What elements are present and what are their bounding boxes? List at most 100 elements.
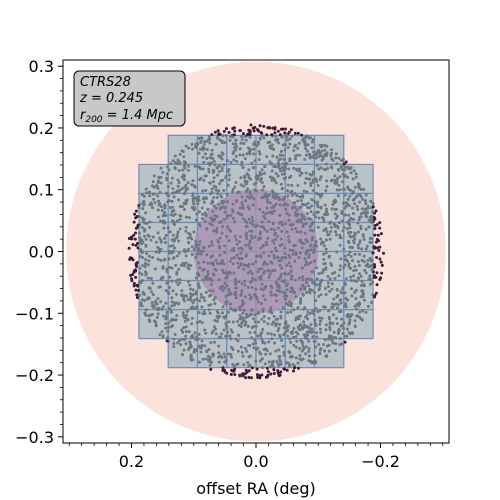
galaxy-point: [195, 297, 199, 301]
galaxy-point: [165, 178, 169, 182]
galaxy-point: [285, 189, 289, 193]
galaxy-point: [134, 226, 138, 230]
galaxy-point: [145, 221, 149, 225]
galaxy-point: [339, 257, 343, 261]
galaxy-point: [169, 319, 173, 323]
galaxy-point: [222, 188, 226, 192]
galaxy-point: [338, 243, 342, 247]
galaxy-point: [210, 152, 214, 156]
galaxy-point: [233, 292, 237, 296]
galaxy-point: [330, 335, 334, 339]
galaxy-point: [261, 288, 265, 292]
galaxy-point: [199, 176, 203, 180]
galaxy-point: [175, 233, 179, 237]
galaxy-point: [144, 262, 148, 266]
galaxy-point: [277, 259, 281, 263]
galaxy-point: [209, 293, 213, 297]
galaxy-point: [219, 332, 223, 336]
galaxy-point: [359, 274, 363, 278]
galaxy-point: [284, 272, 288, 276]
galaxy-point: [281, 169, 285, 173]
galaxy-point: [198, 319, 202, 323]
galaxy-point: [370, 300, 374, 304]
galaxy-point: [152, 197, 156, 201]
galaxy-point: [327, 309, 331, 313]
galaxy-point: [215, 226, 219, 230]
galaxy-point: [341, 229, 345, 233]
galaxy-point: [310, 140, 314, 144]
galaxy-point: [222, 200, 226, 204]
galaxy-point: [223, 355, 227, 359]
galaxy-point: [292, 201, 296, 205]
galaxy-point: [292, 308, 296, 312]
galaxy-point: [368, 256, 372, 260]
galaxy-point: [271, 154, 275, 158]
galaxy-point: [181, 176, 185, 180]
galaxy-point: [260, 220, 264, 224]
galaxy-point: [205, 156, 209, 160]
galaxy-point: [327, 233, 331, 237]
galaxy-point: [324, 188, 328, 192]
galaxy-point: [336, 214, 340, 218]
galaxy-point: [373, 227, 377, 231]
galaxy-point: [279, 169, 283, 173]
galaxy-point: [329, 179, 333, 183]
galaxy-point: [272, 205, 276, 209]
galaxy-point: [205, 253, 209, 257]
galaxy-point: [218, 314, 222, 318]
galaxy-point: [312, 245, 316, 249]
galaxy-point: [367, 225, 371, 229]
galaxy-point: [194, 255, 198, 259]
galaxy-point: [248, 313, 252, 317]
galaxy-point: [274, 281, 278, 285]
galaxy-point: [368, 236, 372, 240]
galaxy-point: [374, 291, 378, 295]
galaxy-point: [149, 276, 153, 280]
galaxy-point: [182, 348, 186, 352]
galaxy-point: [351, 198, 355, 202]
galaxy-point: [200, 343, 204, 347]
galaxy-point: [259, 246, 263, 250]
galaxy-point: [268, 160, 272, 164]
galaxy-point: [330, 282, 334, 286]
galaxy-point: [307, 349, 311, 353]
galaxy-point: [346, 166, 350, 170]
galaxy-point: [352, 274, 356, 278]
galaxy-point: [347, 218, 351, 222]
galaxy-point: [360, 258, 364, 262]
galaxy-point: [217, 240, 221, 244]
galaxy-point: [300, 213, 304, 217]
galaxy-point: [201, 278, 205, 282]
galaxy-point: [344, 160, 348, 164]
info-radius: r200 = 1.4 Mpc: [80, 108, 173, 125]
galaxy-point: [302, 215, 306, 219]
galaxy-point: [202, 267, 206, 271]
galaxy-point: [185, 309, 189, 313]
galaxy-point: [361, 295, 365, 299]
galaxy-point: [225, 216, 229, 220]
galaxy-point: [229, 306, 233, 310]
galaxy-point: [354, 175, 358, 179]
galaxy-point: [232, 246, 236, 250]
galaxy-point: [176, 302, 180, 306]
galaxy-point: [271, 222, 275, 226]
galaxy-point: [276, 195, 280, 199]
galaxy-point: [174, 280, 178, 284]
galaxy-point: [378, 221, 382, 225]
galaxy-point: [192, 230, 196, 234]
galaxy-point: [274, 172, 278, 176]
galaxy-point: [376, 233, 380, 237]
galaxy-point: [302, 189, 306, 193]
galaxy-point: [242, 301, 246, 305]
galaxy-point: [368, 282, 372, 286]
galaxy-point: [262, 124, 266, 128]
galaxy-point: [291, 252, 295, 256]
galaxy-point: [311, 270, 315, 274]
galaxy-point: [286, 203, 290, 207]
galaxy-point: [237, 280, 241, 284]
galaxy-point: [310, 288, 314, 292]
galaxy-point: [270, 360, 274, 364]
galaxy-point: [164, 289, 168, 293]
galaxy-point: [292, 166, 296, 170]
galaxy-point: [211, 352, 215, 356]
